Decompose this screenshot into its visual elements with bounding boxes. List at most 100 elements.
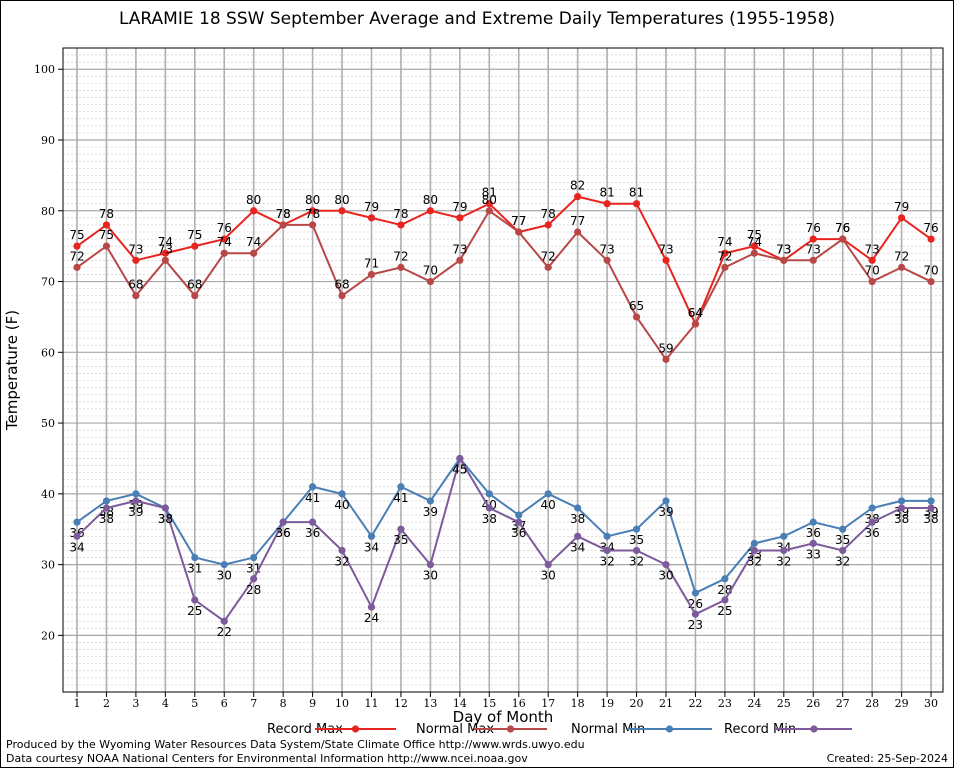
data-point (485, 490, 493, 498)
data-point (898, 497, 906, 505)
data-point (603, 256, 611, 264)
x-tick-label: 5 (191, 697, 198, 710)
data-point (839, 546, 847, 555)
data-point (338, 292, 346, 300)
data-label: 75 (99, 228, 114, 242)
data-point (161, 256, 169, 264)
data-label: 35 (393, 533, 408, 547)
x-tick-label: 3 (132, 697, 139, 710)
data-point (102, 221, 111, 229)
data-label: 80 (423, 193, 438, 207)
x-tick-label: 8 (280, 697, 287, 710)
data-label: 59 (658, 341, 673, 355)
x-tick-label: 26 (806, 697, 820, 710)
data-point (898, 504, 906, 512)
legend-label: Normal Min (571, 722, 645, 737)
data-point (544, 561, 552, 569)
data-point (426, 497, 434, 505)
data-point (662, 561, 670, 569)
data-label: 38 (923, 512, 938, 526)
data-point (426, 277, 434, 286)
data-point (632, 546, 641, 555)
data-point (721, 263, 729, 271)
y-tick-label: 60 (41, 346, 55, 359)
data-point (397, 263, 405, 271)
data-label: 39 (658, 505, 673, 519)
legend: Record Max Normal Max Normal Min Record Min (267, 722, 852, 737)
data-point (279, 221, 287, 229)
data-label: 32 (747, 554, 762, 568)
data-label: 38 (570, 512, 585, 526)
data-point (132, 490, 140, 498)
series-normal-min: 3638393831303136414034413945403740383435… (69, 454, 939, 611)
legend-label: Record Max (267, 722, 343, 737)
x-axis-label: Day of Month (453, 708, 554, 726)
data-point (750, 546, 758, 555)
data-point (927, 235, 935, 243)
x-tick-label: 14 (453, 697, 467, 710)
data-point (191, 242, 199, 250)
chart-title: LARAMIE 18 SSW September Average and Ext… (118, 9, 836, 29)
data-point (750, 539, 758, 547)
data-label: 30 (541, 569, 556, 583)
data-point (868, 518, 876, 526)
data-point (426, 207, 434, 215)
data-point (426, 561, 434, 569)
y-tick-label: 70 (41, 276, 55, 289)
data-label: 28 (246, 583, 261, 597)
major-gridlines (63, 68, 943, 636)
x-tick-label: 28 (865, 697, 879, 710)
data-point (485, 504, 493, 512)
data-label: 24 (364, 611, 379, 625)
data-label: 72 (393, 249, 408, 263)
data-label: 40 (541, 498, 556, 512)
y-tick-label: 50 (41, 417, 55, 430)
data-point (338, 546, 346, 555)
data-label: 77 (511, 214, 526, 228)
series-line (76, 209, 932, 362)
data-label: 76 (806, 221, 821, 235)
data-label: 34 (69, 540, 84, 554)
x-tick-label: 1 (74, 697, 81, 710)
data-label: 31 (187, 562, 202, 576)
data-point (397, 221, 405, 229)
x-tick-label: 15 (482, 697, 496, 710)
data-label: 64 (688, 306, 703, 320)
data-label: 30 (658, 569, 673, 583)
footer-created-date: Created: 25-Sep-2024 (826, 752, 948, 765)
data-point (338, 490, 346, 498)
data-point (73, 532, 81, 540)
data-point (367, 603, 376, 611)
data-label: 32 (599, 554, 614, 568)
plot-border (62, 47, 944, 693)
data-label: 75 (747, 228, 762, 242)
data-label: 78 (305, 207, 320, 221)
data-point (191, 553, 199, 562)
data-label: 77 (511, 214, 526, 228)
data-point (780, 546, 788, 555)
legend-marker (810, 725, 818, 733)
y-tick-label: 80 (41, 205, 55, 218)
legend-label: Normal Max (416, 722, 494, 737)
data-point (662, 256, 670, 264)
data-point (250, 207, 258, 215)
data-point (750, 249, 758, 257)
x-tick-label: 10 (335, 697, 349, 710)
data-label: 36 (276, 526, 291, 540)
data-label: 35 (629, 533, 644, 547)
data-label: 73 (452, 242, 467, 256)
data-label: 78 (393, 207, 408, 221)
series-line (76, 195, 932, 327)
x-tick-label: 20 (630, 697, 644, 710)
data-label: 80 (482, 193, 497, 207)
data-point (309, 221, 317, 229)
data-point (191, 292, 199, 300)
data-point (161, 504, 169, 512)
data-point (721, 249, 729, 257)
data-point (367, 532, 376, 540)
data-point (132, 256, 140, 264)
data-point (927, 497, 935, 505)
data-point (927, 277, 935, 286)
data-label: 25 (717, 604, 732, 618)
